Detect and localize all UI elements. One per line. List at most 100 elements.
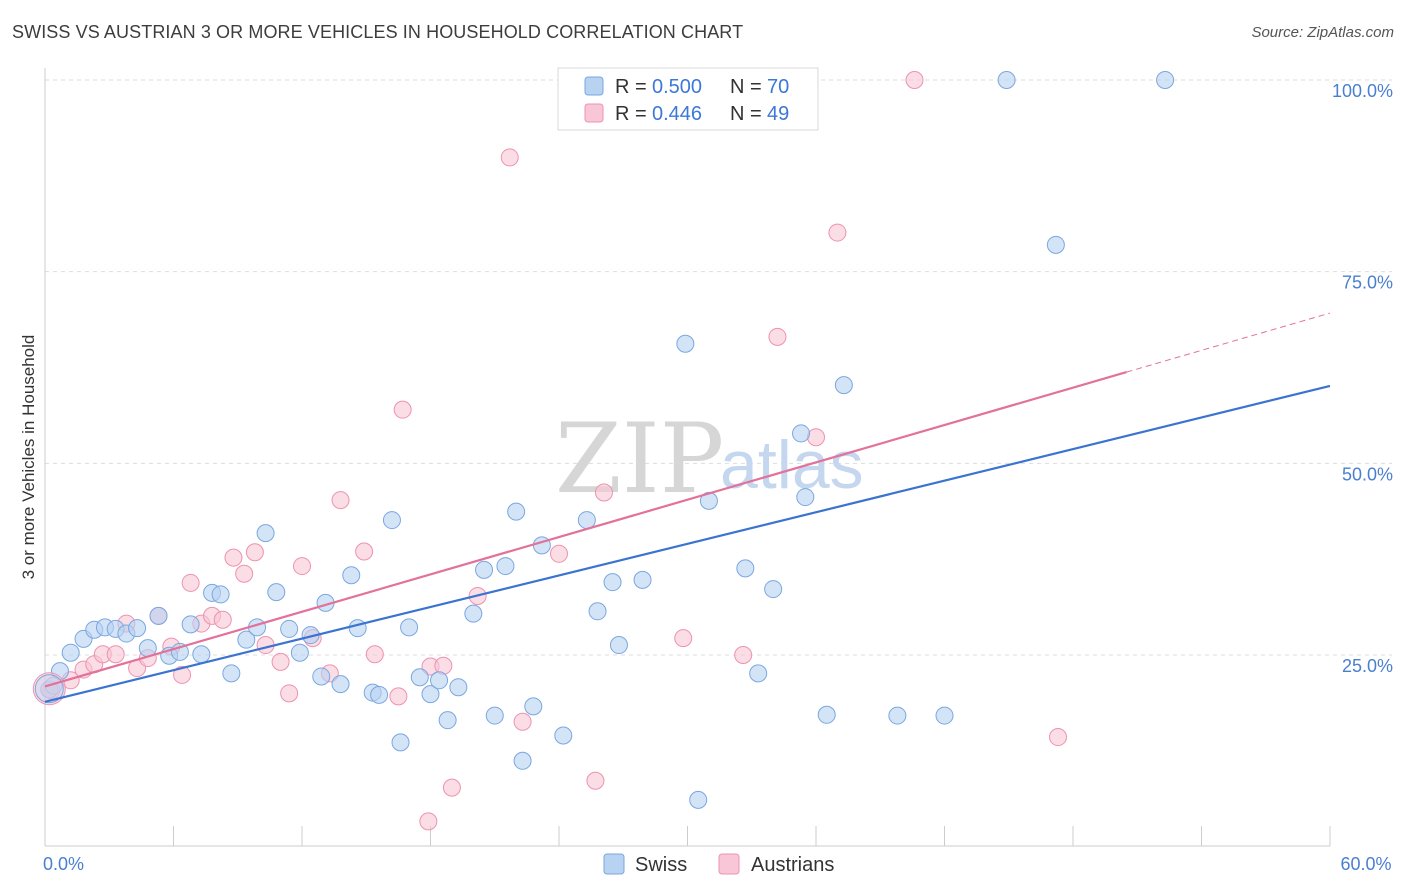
legend-austrians-n-value: 49	[767, 103, 789, 125]
austrians-point	[280, 684, 299, 703]
grid-lines	[45, 79, 1392, 656]
swiss-point	[128, 619, 147, 638]
x-tick-label: 60.0%	[1340, 854, 1391, 874]
austrians-point	[905, 71, 924, 89]
austrians-point	[271, 652, 290, 671]
legend-swiss-r-value: 0.500	[652, 76, 702, 98]
swiss-point	[736, 559, 755, 578]
legend-swiss-r-label: R =	[615, 76, 647, 98]
austrians-point	[181, 573, 200, 592]
austrians-point	[513, 712, 532, 731]
legend-swiss-n-value: 70	[767, 76, 789, 98]
swiss-point	[400, 618, 419, 637]
austrians-point	[213, 610, 232, 629]
legend-austrians-n-label: N =	[730, 103, 762, 125]
austrians-point	[500, 148, 519, 167]
swiss-point	[792, 424, 811, 443]
bottom-legend-swiss-swatch	[603, 853, 625, 875]
axes	[44, 68, 1331, 847]
swiss-point	[524, 697, 543, 716]
swiss-point	[149, 606, 168, 625]
austrians-point	[594, 483, 613, 502]
swiss-point	[513, 751, 532, 770]
swiss-point	[421, 685, 440, 704]
swiss-point	[256, 524, 275, 543]
swiss-point	[449, 678, 468, 697]
bottom-legend-swiss-label: Swiss	[635, 854, 687, 876]
swiss-point	[290, 643, 309, 662]
swiss-point	[609, 636, 628, 655]
bottom-legend-austrians-label: Austrians	[751, 854, 834, 876]
swiss-point	[464, 604, 483, 623]
austrians-trend-extension	[1126, 312, 1331, 373]
austrians-point	[734, 646, 753, 664]
trend-lines	[44, 312, 1331, 703]
swiss-point	[507, 502, 526, 521]
swiss-point	[834, 376, 853, 395]
austrians-point	[807, 428, 825, 447]
swiss-point	[588, 602, 607, 621]
swiss-point	[997, 71, 1016, 89]
legend-swiss-swatch	[584, 76, 604, 96]
austrians-point	[355, 542, 374, 561]
austrians-point	[245, 543, 264, 562]
y-tick-label: 100.0%	[1332, 81, 1393, 101]
swiss-point	[192, 645, 211, 664]
austrians-point	[419, 812, 438, 831]
watermark-atlas: atlas	[720, 427, 864, 503]
swiss-point	[475, 560, 494, 579]
austrians-point	[106, 645, 125, 664]
swiss-point	[391, 733, 410, 752]
swiss-point	[676, 334, 695, 353]
swiss-point	[267, 583, 286, 602]
swiss-point	[348, 619, 367, 638]
austrians-point	[768, 327, 787, 346]
legend-swiss-n-label: N =	[730, 76, 762, 98]
swiss-point	[817, 705, 836, 724]
swiss-cluster-point	[34, 674, 64, 704]
swiss-point	[935, 706, 954, 725]
austrians-point	[1049, 728, 1068, 747]
swiss-point	[280, 619, 299, 638]
swiss-trend-line	[44, 384, 1331, 703]
swiss-point	[554, 726, 573, 745]
swiss-point	[438, 711, 457, 730]
swiss-point	[577, 511, 596, 530]
legend-austrians-r-value: 0.446	[652, 103, 702, 125]
austrians-point	[442, 778, 461, 797]
austrians-point	[365, 645, 384, 664]
swiss-point	[410, 668, 429, 687]
legend: R = 0.500 N = 70 R = 0.446 N = 49	[557, 67, 819, 131]
watermark-zip: ZIP	[555, 403, 724, 515]
swiss-point	[749, 664, 768, 683]
swiss-point	[1156, 71, 1175, 89]
swiss-point	[888, 706, 907, 725]
austrians-point	[224, 548, 243, 567]
austrians-point	[828, 223, 847, 242]
bottom-legend-austrians-swatch	[718, 853, 740, 875]
austrians-cluster-point	[32, 672, 66, 706]
austrians-point	[389, 687, 408, 706]
austrians-point	[550, 544, 568, 563]
austrians-point	[173, 665, 192, 684]
swiss-points	[32, 71, 1175, 809]
tick-labels: 25.0% 50.0% 75.0% 100.0% 0.0% 60.0%	[43, 81, 1393, 874]
y-axis-label: 3 or more Vehicles in Household	[19, 335, 38, 580]
swiss-point	[485, 706, 504, 725]
swiss-point	[211, 585, 230, 604]
austrians-points	[42, 71, 1068, 831]
swiss-point	[331, 675, 350, 694]
y-tick-label: 50.0%	[1342, 464, 1393, 484]
austrians-trend-line	[44, 371, 1127, 688]
austrians-point	[393, 400, 412, 419]
swiss-point	[370, 685, 389, 704]
swiss-point	[430, 671, 449, 690]
swiss-point	[61, 643, 80, 662]
swiss-point	[181, 615, 200, 634]
swiss-point	[603, 573, 622, 592]
austrians-point	[293, 557, 311, 576]
swiss-point	[222, 664, 241, 683]
swiss-point	[764, 580, 783, 599]
legend-austrians-swatch	[584, 103, 604, 123]
